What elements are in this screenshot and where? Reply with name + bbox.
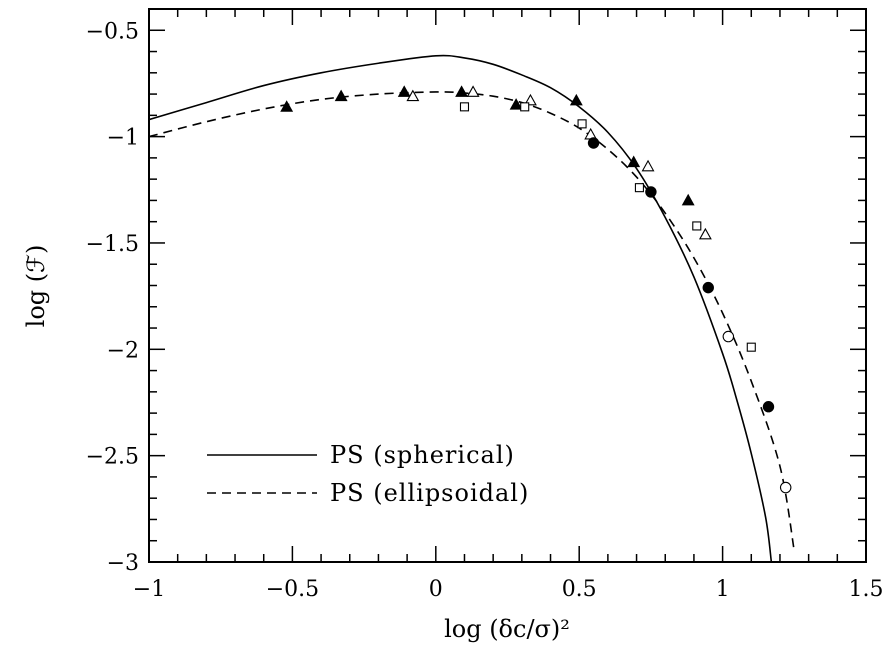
- x-tick-label: 1: [716, 577, 730, 602]
- legend-label-spherical: PS (spherical): [330, 441, 515, 469]
- filled-triangle-marker: [569, 93, 583, 106]
- filled-circle-marker: [587, 137, 600, 149]
- x-tick-label: −0.5: [266, 577, 319, 602]
- plot-content: [149, 54, 796, 562]
- open-square-marker: [692, 221, 702, 231]
- filled-triangle-marker: [509, 98, 523, 110]
- x-tick-label: −1: [133, 577, 165, 602]
- y-tick-label: −0.5: [86, 19, 139, 44]
- open-triangle-marker: [698, 227, 712, 240]
- legend: PS (spherical) PS (ellipsoidal): [207, 441, 529, 507]
- filled-triangle-marker: [334, 89, 348, 102]
- open-triangle-marker: [641, 159, 655, 172]
- filled-triangle-marker: [397, 85, 411, 97]
- series-line-spherical: [149, 54, 773, 562]
- y-tick-label: −2: [107, 338, 139, 363]
- open-circle-marker: [779, 481, 792, 494]
- filled-circle-marker: [645, 186, 657, 198]
- x-tick-label: 1.5: [849, 577, 884, 602]
- filled-circle-marker: [762, 401, 775, 413]
- axis-ticks: [148, 8, 867, 563]
- filled-triangle-marker: [280, 100, 294, 112]
- x-tick-label: 0: [429, 577, 443, 602]
- y-tick-label: −2.5: [86, 445, 139, 470]
- legend-label-ellipsoidal: PS (ellipsoidal): [330, 479, 529, 507]
- open-square-marker: [634, 183, 644, 193]
- open-square-marker: [520, 102, 530, 112]
- y-tick-label: −3: [107, 551, 139, 576]
- open-circle-marker: [722, 330, 735, 343]
- open-square-marker: [746, 342, 756, 352]
- y-tick-label: −1: [107, 126, 139, 151]
- filled-circle-marker: [702, 281, 714, 294]
- open-square-marker: [577, 119, 587, 129]
- filled-triangle-marker: [681, 193, 695, 206]
- open-triangle-marker: [406, 89, 420, 102]
- y-axis-label: log (ℱ): [22, 245, 50, 328]
- x-tick-label: 0.5: [562, 577, 597, 602]
- open-square-marker: [459, 102, 470, 112]
- plot-frame: [148, 8, 867, 563]
- filled-triangle-marker: [627, 155, 641, 168]
- y-tick-label: −1.5: [86, 232, 139, 257]
- x-axis-label: log (δc/σ)²: [444, 615, 570, 643]
- open-triangle-marker: [466, 85, 480, 97]
- tick-labels: −1 −0.5 0 0.5 1 1.5 −0.5 −1 −1.5 −2 −2.5 −3: [86, 19, 884, 602]
- filled-triangle-marker: [455, 85, 469, 97]
